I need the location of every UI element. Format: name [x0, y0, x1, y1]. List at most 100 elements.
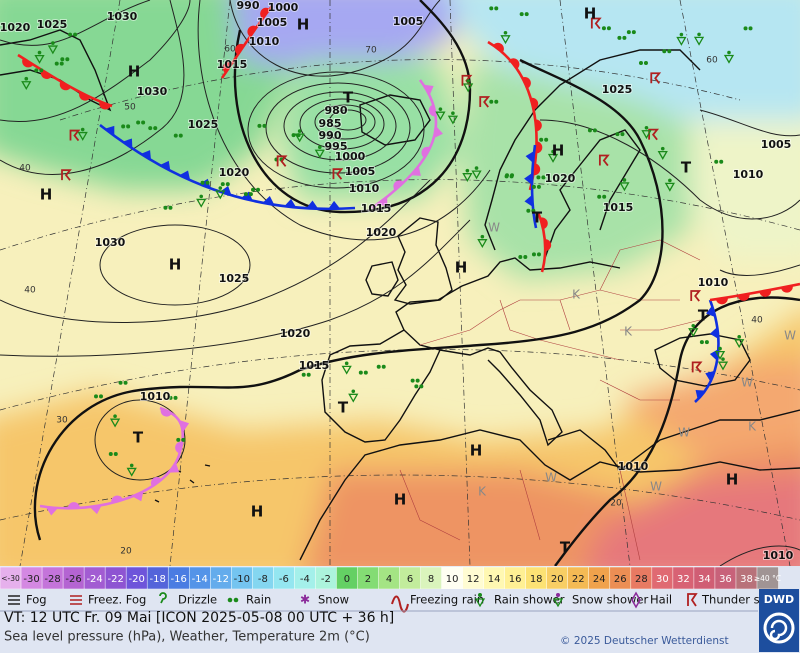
rain-dot	[181, 437, 186, 442]
latitude-label: 50	[124, 103, 136, 113]
front-semicircle	[99, 101, 111, 110]
rain-dot	[601, 26, 606, 31]
legend-icon	[552, 598, 564, 608]
scale-label: 16	[509, 574, 522, 585]
rain-dot	[531, 184, 536, 189]
isobar	[719, 264, 800, 276]
rain-dot	[419, 384, 424, 389]
rain-dot	[662, 49, 667, 54]
rain-dot	[358, 370, 363, 375]
front-line	[17, 53, 113, 108]
coast-ireland	[365, 261, 399, 297]
coast-africa	[299, 429, 800, 561]
legend-icon	[70, 595, 82, 605]
rain-dot	[257, 123, 262, 128]
scale-label: <-30	[1, 574, 20, 583]
shower-dot	[474, 166, 479, 170]
rain-dot	[489, 99, 494, 104]
legend-icon	[474, 598, 486, 608]
scale-label: 30	[656, 574, 669, 585]
legend-icon	[233, 597, 239, 603]
air-mass-label: W	[741, 376, 753, 390]
longitude-line	[169, 0, 231, 566]
pressure-label: 1030	[95, 236, 126, 249]
rain-dot	[291, 133, 296, 138]
front-line	[536, 211, 547, 273]
air-mass-label: W	[678, 426, 690, 440]
front-semicircle	[536, 141, 543, 154]
shower-triangle	[463, 83, 474, 93]
shower-dot	[24, 76, 29, 81]
shower-dot	[438, 107, 443, 111]
rain-dot	[643, 60, 648, 65]
pressure-label: 1020	[0, 21, 31, 34]
air-mass-label: W	[784, 329, 796, 343]
thunderstorm	[598, 154, 610, 167]
shower-triangle	[77, 131, 88, 141]
coast-norway	[484, 49, 701, 251]
rain-dot	[113, 451, 118, 456]
shower-dot	[721, 357, 725, 361]
isobar	[299, 98, 385, 150]
rain-dot	[68, 32, 73, 37]
legend-icon	[159, 592, 167, 604]
front-semicircle	[540, 217, 548, 230]
front-triangle	[306, 200, 319, 209]
rain-dot	[523, 254, 528, 259]
pressure-label: 1010	[140, 390, 171, 403]
rain-dot	[518, 254, 523, 259]
thunderstorm	[650, 72, 662, 84]
scale-label: -10	[234, 574, 250, 585]
legend-icon	[556, 593, 560, 597]
front-triangle	[524, 194, 533, 207]
air-mass-label: W	[545, 471, 557, 485]
rain-dot	[489, 6, 494, 11]
front-triangle	[706, 305, 716, 318]
shower-triangle	[348, 393, 359, 403]
front-semicircle	[79, 92, 91, 101]
front-triangle	[89, 505, 102, 515]
isobar	[699, 109, 800, 137]
coast-britain	[393, 217, 453, 305]
isobar	[0, 179, 431, 323]
shower-dot	[113, 414, 117, 419]
rain-dot	[704, 340, 709, 345]
rain-dot	[163, 205, 168, 210]
logo-circle	[763, 612, 795, 644]
rain-dot	[173, 395, 178, 400]
rain-dot	[243, 192, 248, 197]
front-triangle	[328, 200, 341, 209]
scale-label: -12	[213, 574, 229, 585]
shower-triangle	[664, 182, 675, 192]
front-semicircle	[533, 163, 541, 176]
latitude-label: 60	[706, 56, 718, 66]
thunderstorm	[691, 361, 703, 373]
latitude-label: 70	[365, 46, 377, 56]
front-triangle	[122, 138, 133, 149]
shower-triangle	[341, 365, 352, 375]
front-triangle	[524, 172, 533, 185]
front-triangle	[159, 160, 171, 171]
pressure-label: 1010	[249, 35, 280, 48]
longitude-line	[449, 0, 471, 566]
legend-label: Snow	[318, 593, 349, 607]
rain-dot	[531, 252, 536, 257]
front-triangle	[179, 170, 191, 181]
shower-triangle	[196, 198, 207, 208]
legend-item: Freezing rain	[391, 593, 484, 613]
rain-dot	[743, 26, 748, 31]
rain-dot	[178, 133, 183, 138]
pressure-center: H	[470, 442, 483, 460]
pressure-label: 1005	[393, 15, 424, 28]
scale-label: 28	[635, 574, 648, 585]
scale-label: 6	[407, 574, 413, 585]
pressure-center: T	[343, 89, 354, 107]
legend-label: Freezing rain	[410, 593, 484, 607]
shower-triangle	[723, 54, 735, 64]
shower-dot	[465, 168, 470, 173]
scale-label: -2	[321, 574, 331, 585]
pressure-label: 1030	[107, 10, 138, 23]
shower-dot	[317, 145, 322, 150]
isobar	[719, 545, 800, 566]
